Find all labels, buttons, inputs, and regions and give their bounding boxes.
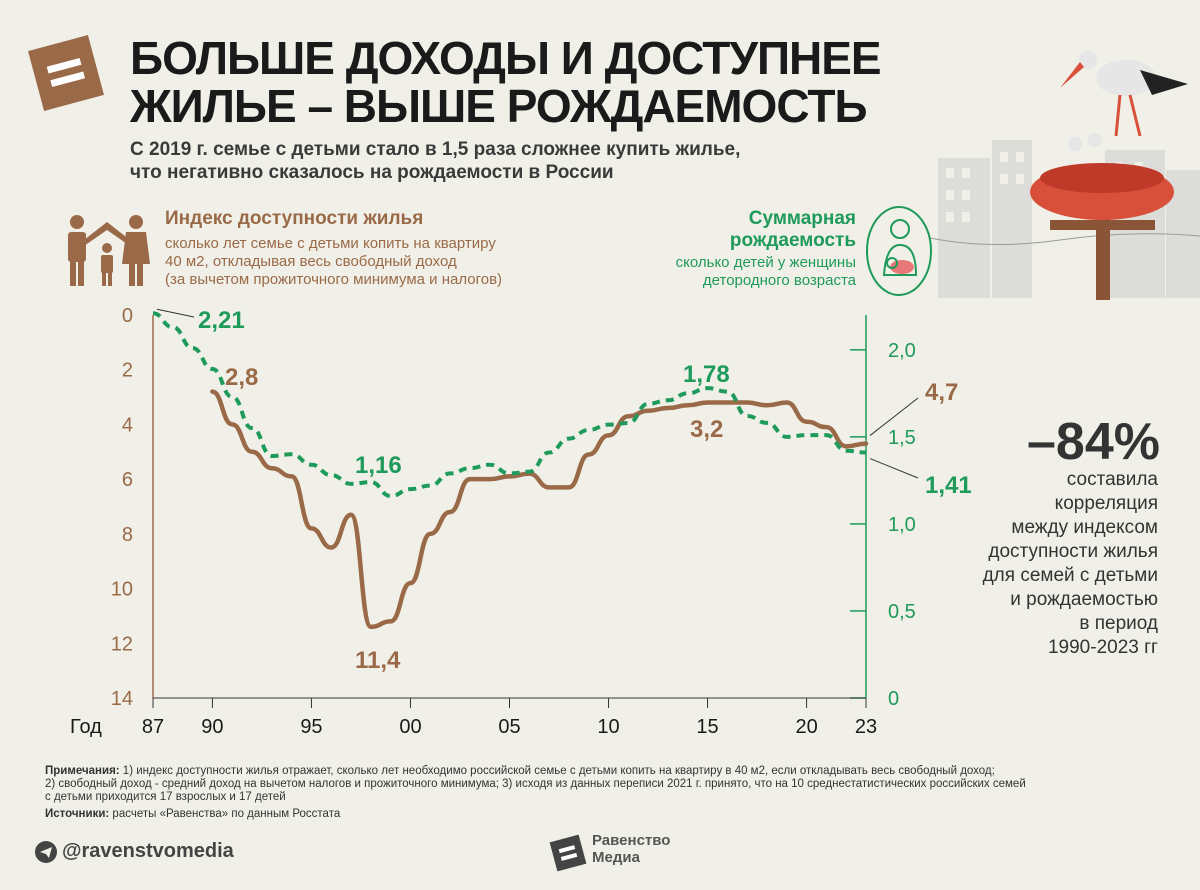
x-tick-label: 87 (142, 716, 164, 738)
index-legend-desc: сколько лет семье с детьми копить на ква… (165, 235, 585, 289)
sources: Источники: расчеты «Равенства» по данным… (45, 808, 340, 820)
idx-end-leader (869, 397, 919, 436)
fert-min-label: 1,16 (355, 452, 402, 479)
series-group (152, 311, 869, 630)
left-tick-label: 2 (122, 360, 133, 382)
left-tick-label: 0 (122, 305, 133, 327)
title-line-2: ЖИЛЬЕ – ВЫШЕ РОЖДАЕМОСТЬ (130, 80, 868, 132)
x-axis-label: Год (70, 716, 102, 738)
notes-label: Примечания: (45, 765, 120, 777)
sources-label: Источники: (45, 808, 110, 820)
annotations-group: 2,21 2,8 1,16 11,4 1,78 3,2 4,7 1,41 (156, 307, 972, 674)
brand-line-1: Равенство (592, 832, 671, 849)
idx-start-label: 2,8 (225, 364, 258, 391)
telegram-icon[interactable] (35, 841, 57, 863)
index-legend-title: Индекс доступности жилья (165, 208, 424, 229)
stork-nest-illustration (930, 51, 1200, 300)
index-desc-line: сколько лет семье с детьми копить на ква… (165, 235, 496, 252)
correlation-text: составила корреляция между индексом доступн… (940, 468, 1158, 660)
fertility-legend-desc: сколько детей у женщины детородного возр… (600, 254, 856, 290)
left-tick-label: 8 (122, 524, 133, 546)
idx-max-label: 11,4 (355, 647, 401, 674)
x-tick-label: 90 (201, 716, 223, 738)
right-axis: 0 0,5 1,0 1,5 2,0 (850, 315, 916, 710)
chart-svg: 0 2 4 6 8 10 12 14 0 0,5 1,0 1,5 2,0 Год 87 90 95 00 05 1… (70, 305, 972, 738)
right-tick-label: 0 (888, 688, 899, 710)
correlation-value: –84% (1027, 413, 1160, 471)
right-tick-label: 0,5 (888, 601, 916, 623)
x-tick-label: 15 (696, 716, 718, 738)
fert-start-label: 2,21 (198, 307, 245, 334)
fert-title-line: рождаемость (729, 230, 856, 251)
correlation-text-line: 1990-2023 гг (1047, 637, 1158, 658)
fert-desc-line: детородного возраста (702, 272, 856, 289)
right-tick-label: 2,0 (888, 340, 916, 362)
left-tick-label: 12 (111, 633, 133, 655)
right-tick-label: 1,0 (888, 514, 916, 536)
left-axis: 0 2 4 6 8 10 12 14 (111, 305, 154, 710)
housing-index-line (210, 389, 869, 630)
sources-text: расчеты «Равенства» по данным Росстата (109, 808, 341, 820)
index-desc-line: (за вычетом прожиточного минимума и нало… (165, 271, 503, 288)
family-house-icon (68, 215, 150, 286)
correlation-text-line: корреляция (1054, 493, 1158, 514)
title-line-1: БОЛЬШЕ ДОХОДЫ И ДОСТУПНЕЕ (130, 32, 882, 84)
idx-end-label: 4,7 (925, 379, 958, 406)
correlation-text-line: доступности жилья (988, 541, 1158, 562)
fert-peak-label: 1,78 (683, 361, 730, 388)
x-tick-label: 00 (399, 716, 421, 738)
subtitle-line-2: что негативно сказалось на рождаемости в… (130, 162, 614, 183)
fert-start-leader (156, 308, 195, 318)
brand-name: Равенство Медиа (592, 832, 670, 866)
fert-desc-line: сколько детей у женщины (675, 254, 856, 271)
social-handle-link[interactable]: @ravenstvomedia (62, 840, 234, 862)
correlation-text-line: и рождаемостью (1010, 589, 1158, 610)
x-tick-label: 95 (300, 716, 322, 738)
correlation-text-line: составила (1066, 469, 1158, 490)
x-axis: Год 87 90 95 00 05 10 15 20 23 (70, 697, 877, 738)
fert-title-line: Суммарная (748, 208, 856, 229)
x-tick-label: 05 (498, 716, 520, 738)
x-tick-label: 23 (855, 716, 877, 738)
x-tick-label: 10 (597, 716, 619, 738)
x-tick-label: 20 (795, 716, 817, 738)
notes-line-3: с детьми приходится 17 взрослых и 17 дет… (45, 791, 286, 803)
notes-line-2: 2) свободный доход - средний доход на вы… (45, 778, 1026, 790)
fert-end-leader (869, 458, 919, 479)
correlation-text-line: для семей с детьми (982, 565, 1158, 586)
fertility-line (152, 311, 867, 499)
right-tick-label: 1,5 (888, 427, 916, 449)
page-subtitle: С 2019 г. семье с детьми стало в 1,5 раз… (130, 138, 890, 184)
left-tick-label: 14 (111, 688, 133, 710)
index-desc-line: 40 м2, откладывая весь свободный доход (165, 253, 457, 270)
left-tick-label: 10 (111, 579, 133, 601)
left-tick-label: 4 (122, 414, 133, 436)
fertility-legend-title: Суммарная рождаемость (630, 208, 856, 252)
correlation-text-line: между индексом (1011, 517, 1158, 538)
correlation-text-line: в период (1079, 613, 1158, 634)
brand-footer-logo-icon (549, 834, 587, 872)
fert-end-label: 1,41 (925, 472, 972, 499)
mother-child-icon (866, 206, 932, 296)
brand-line-2: Медиа (592, 849, 640, 866)
subtitle-line-1: С 2019 г. семье с детьми стало в 1,5 раз… (130, 139, 741, 160)
footnotes: Примечания: 1) индекс доступности жилья … (45, 765, 1155, 804)
notes-line-1: 1) индекс доступности жилья отражает, ск… (119, 765, 995, 777)
page-title: БОЛЬШЕ ДОХОДЫ И ДОСТУПНЕЕ ЖИЛЬЕ – ВЫШЕ Р… (130, 34, 890, 130)
left-tick-label: 6 (122, 469, 133, 491)
idx-min-label: 3,2 (690, 416, 723, 443)
